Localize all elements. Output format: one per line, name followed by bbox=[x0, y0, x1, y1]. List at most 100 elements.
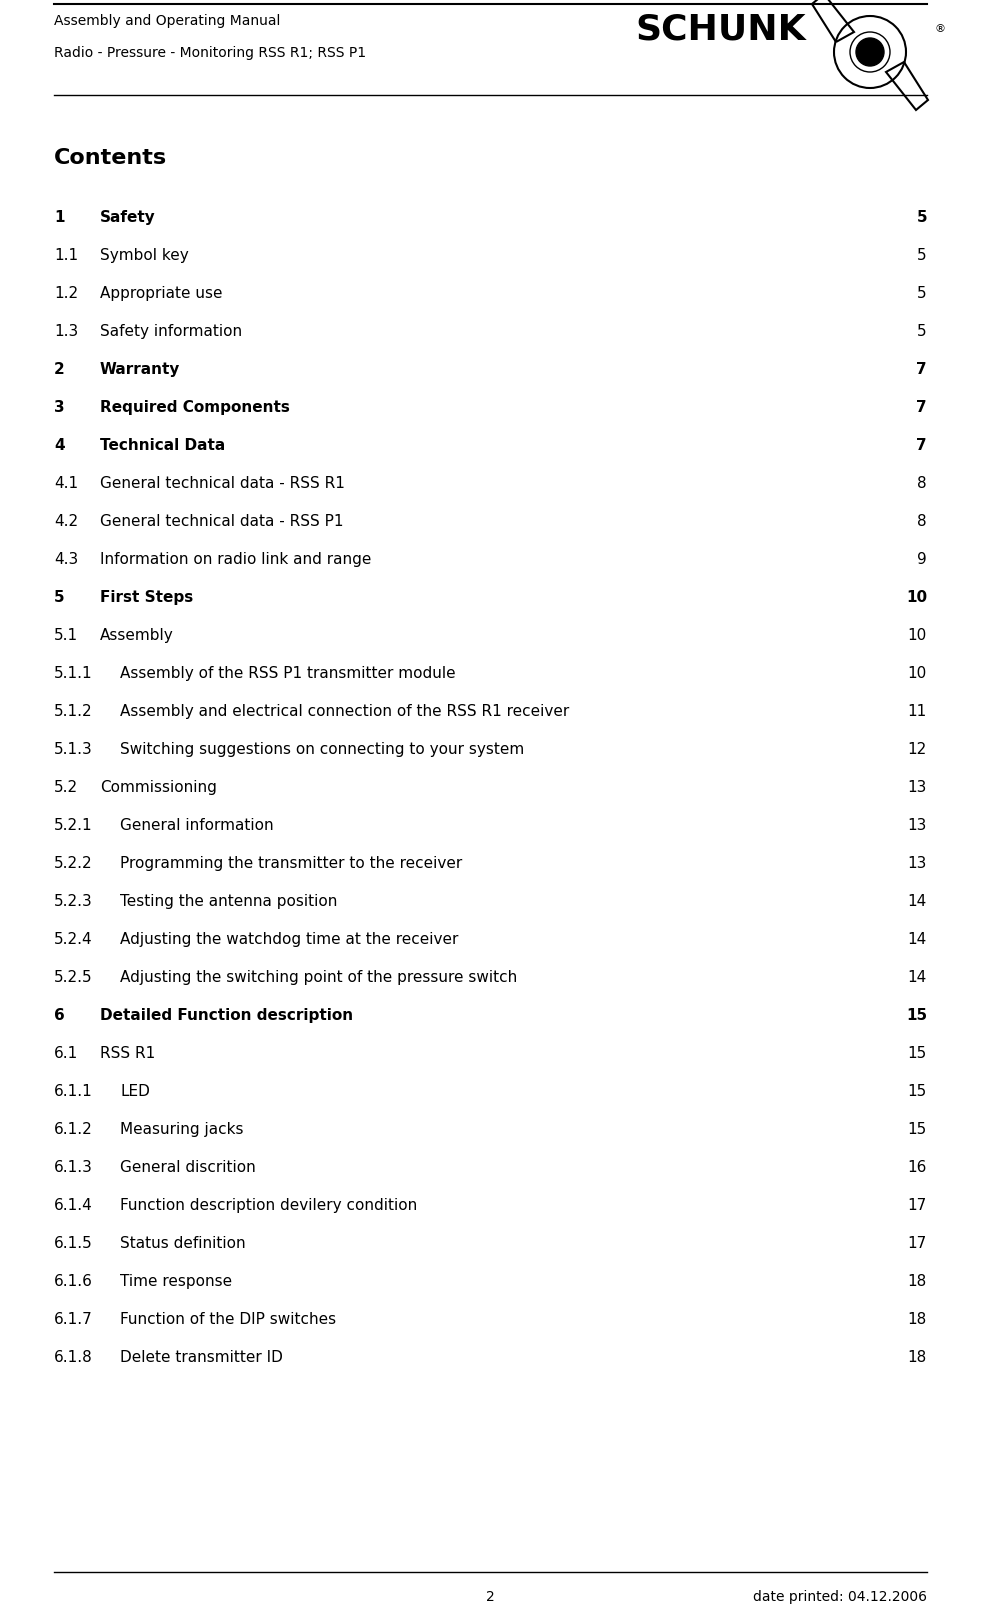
Text: General technical data - RSS P1: General technical data - RSS P1 bbox=[100, 514, 343, 530]
Text: 6.1.7: 6.1.7 bbox=[54, 1312, 93, 1327]
Text: 5.2.2: 5.2.2 bbox=[54, 855, 92, 872]
Text: 10: 10 bbox=[905, 590, 927, 604]
Text: 2: 2 bbox=[487, 1589, 494, 1604]
Text: Radio - Pressure - Monitoring RSS R1; RSS P1: Radio - Pressure - Monitoring RSS R1; RS… bbox=[54, 45, 366, 60]
Text: 12: 12 bbox=[907, 742, 927, 757]
Text: Safety information: Safety information bbox=[100, 324, 242, 339]
Text: Assembly: Assembly bbox=[100, 629, 174, 643]
Text: Appropriate use: Appropriate use bbox=[100, 287, 223, 301]
Text: Detailed Function description: Detailed Function description bbox=[100, 1008, 353, 1022]
Text: 5.2.1: 5.2.1 bbox=[54, 818, 92, 833]
Text: LED: LED bbox=[120, 1084, 150, 1098]
Text: 1.1: 1.1 bbox=[54, 248, 78, 262]
Text: 5.2.4: 5.2.4 bbox=[54, 931, 92, 948]
Text: 18: 18 bbox=[907, 1312, 927, 1327]
Text: 5: 5 bbox=[917, 324, 927, 339]
Text: SCHUNK: SCHUNK bbox=[635, 11, 805, 45]
Text: 7: 7 bbox=[916, 361, 927, 377]
Text: 4.2: 4.2 bbox=[54, 514, 78, 530]
Text: ®: ® bbox=[934, 24, 945, 34]
Text: 9: 9 bbox=[917, 552, 927, 567]
Text: 5.1.3: 5.1.3 bbox=[54, 742, 93, 757]
Text: RSS R1: RSS R1 bbox=[100, 1047, 155, 1061]
Text: 5.2: 5.2 bbox=[54, 779, 78, 795]
Text: Commissioning: Commissioning bbox=[100, 779, 217, 795]
Text: 6: 6 bbox=[54, 1008, 65, 1022]
Text: Assembly and Operating Manual: Assembly and Operating Manual bbox=[54, 15, 281, 28]
Text: Function description devilery condition: Function description devilery condition bbox=[120, 1199, 417, 1213]
Text: 18: 18 bbox=[907, 1273, 927, 1290]
Text: General information: General information bbox=[120, 818, 274, 833]
Text: 13: 13 bbox=[907, 818, 927, 833]
Text: Adjusting the watchdog time at the receiver: Adjusting the watchdog time at the recei… bbox=[120, 931, 458, 948]
Text: 6.1: 6.1 bbox=[54, 1047, 78, 1061]
Text: 6.1.6: 6.1.6 bbox=[54, 1273, 93, 1290]
Text: 14: 14 bbox=[907, 970, 927, 985]
Text: 5.1: 5.1 bbox=[54, 629, 78, 643]
Text: Function of the DIP switches: Function of the DIP switches bbox=[120, 1312, 336, 1327]
Text: 6.1.3: 6.1.3 bbox=[54, 1160, 93, 1174]
Text: 10: 10 bbox=[907, 629, 927, 643]
Text: 11: 11 bbox=[907, 705, 927, 719]
Text: date printed: 04.12.2006: date printed: 04.12.2006 bbox=[753, 1589, 927, 1604]
Text: Status definition: Status definition bbox=[120, 1236, 245, 1251]
Text: Measuring jacks: Measuring jacks bbox=[120, 1123, 243, 1137]
Text: 5: 5 bbox=[916, 211, 927, 225]
Text: Testing the antenna position: Testing the antenna position bbox=[120, 894, 337, 909]
Text: 1.2: 1.2 bbox=[54, 287, 78, 301]
Text: 5: 5 bbox=[917, 287, 927, 301]
Text: 14: 14 bbox=[907, 894, 927, 909]
Text: 15: 15 bbox=[907, 1123, 927, 1137]
Text: 15: 15 bbox=[907, 1047, 927, 1061]
Text: 2: 2 bbox=[54, 361, 65, 377]
Text: Assembly and electrical connection of the RSS R1 receiver: Assembly and electrical connection of th… bbox=[120, 705, 569, 719]
Text: Time response: Time response bbox=[120, 1273, 232, 1290]
Text: 6.1.5: 6.1.5 bbox=[54, 1236, 93, 1251]
Text: General technical data - RSS R1: General technical data - RSS R1 bbox=[100, 476, 345, 491]
Text: 8: 8 bbox=[917, 514, 927, 530]
Text: 4.3: 4.3 bbox=[54, 552, 78, 567]
Text: First Steps: First Steps bbox=[100, 590, 193, 604]
Text: Programming the transmitter to the receiver: Programming the transmitter to the recei… bbox=[120, 855, 462, 872]
Text: 1.3: 1.3 bbox=[54, 324, 78, 339]
Text: 14: 14 bbox=[907, 931, 927, 948]
Text: 4: 4 bbox=[54, 437, 65, 454]
Text: 5: 5 bbox=[917, 248, 927, 262]
Text: 5.1.2: 5.1.2 bbox=[54, 705, 92, 719]
Text: 13: 13 bbox=[907, 855, 927, 872]
Text: 5.2.3: 5.2.3 bbox=[54, 894, 93, 909]
Text: 3: 3 bbox=[54, 400, 65, 415]
Text: 17: 17 bbox=[907, 1199, 927, 1213]
Text: 15: 15 bbox=[907, 1084, 927, 1098]
Text: 1: 1 bbox=[54, 211, 65, 225]
Text: Required Components: Required Components bbox=[100, 400, 289, 415]
Text: Safety: Safety bbox=[100, 211, 156, 225]
Text: 8: 8 bbox=[917, 476, 927, 491]
Text: 15: 15 bbox=[905, 1008, 927, 1022]
Text: 6.1.1: 6.1.1 bbox=[54, 1084, 93, 1098]
Text: 10: 10 bbox=[907, 666, 927, 680]
Text: 7: 7 bbox=[916, 437, 927, 454]
Text: 16: 16 bbox=[907, 1160, 927, 1174]
Text: General discrition: General discrition bbox=[120, 1160, 256, 1174]
Text: Technical Data: Technical Data bbox=[100, 437, 226, 454]
Text: Symbol key: Symbol key bbox=[100, 248, 188, 262]
Text: 17: 17 bbox=[907, 1236, 927, 1251]
Text: Switching suggestions on connecting to your system: Switching suggestions on connecting to y… bbox=[120, 742, 524, 757]
Circle shape bbox=[856, 37, 884, 66]
Text: 6.1.8: 6.1.8 bbox=[54, 1349, 93, 1366]
Text: 18: 18 bbox=[907, 1349, 927, 1366]
Text: 6.1.4: 6.1.4 bbox=[54, 1199, 93, 1213]
Text: 7: 7 bbox=[916, 400, 927, 415]
Text: Information on radio link and range: Information on radio link and range bbox=[100, 552, 372, 567]
Text: 6.1.2: 6.1.2 bbox=[54, 1123, 93, 1137]
Text: 4.1: 4.1 bbox=[54, 476, 78, 491]
Text: 13: 13 bbox=[907, 779, 927, 795]
Text: 5.2.5: 5.2.5 bbox=[54, 970, 92, 985]
Text: Assembly of the RSS P1 transmitter module: Assembly of the RSS P1 transmitter modul… bbox=[120, 666, 455, 680]
Text: Contents: Contents bbox=[54, 147, 167, 168]
Text: 5.1.1: 5.1.1 bbox=[54, 666, 92, 680]
Text: Adjusting the switching point of the pressure switch: Adjusting the switching point of the pre… bbox=[120, 970, 517, 985]
Text: Warranty: Warranty bbox=[100, 361, 181, 377]
Text: Delete transmitter ID: Delete transmitter ID bbox=[120, 1349, 283, 1366]
